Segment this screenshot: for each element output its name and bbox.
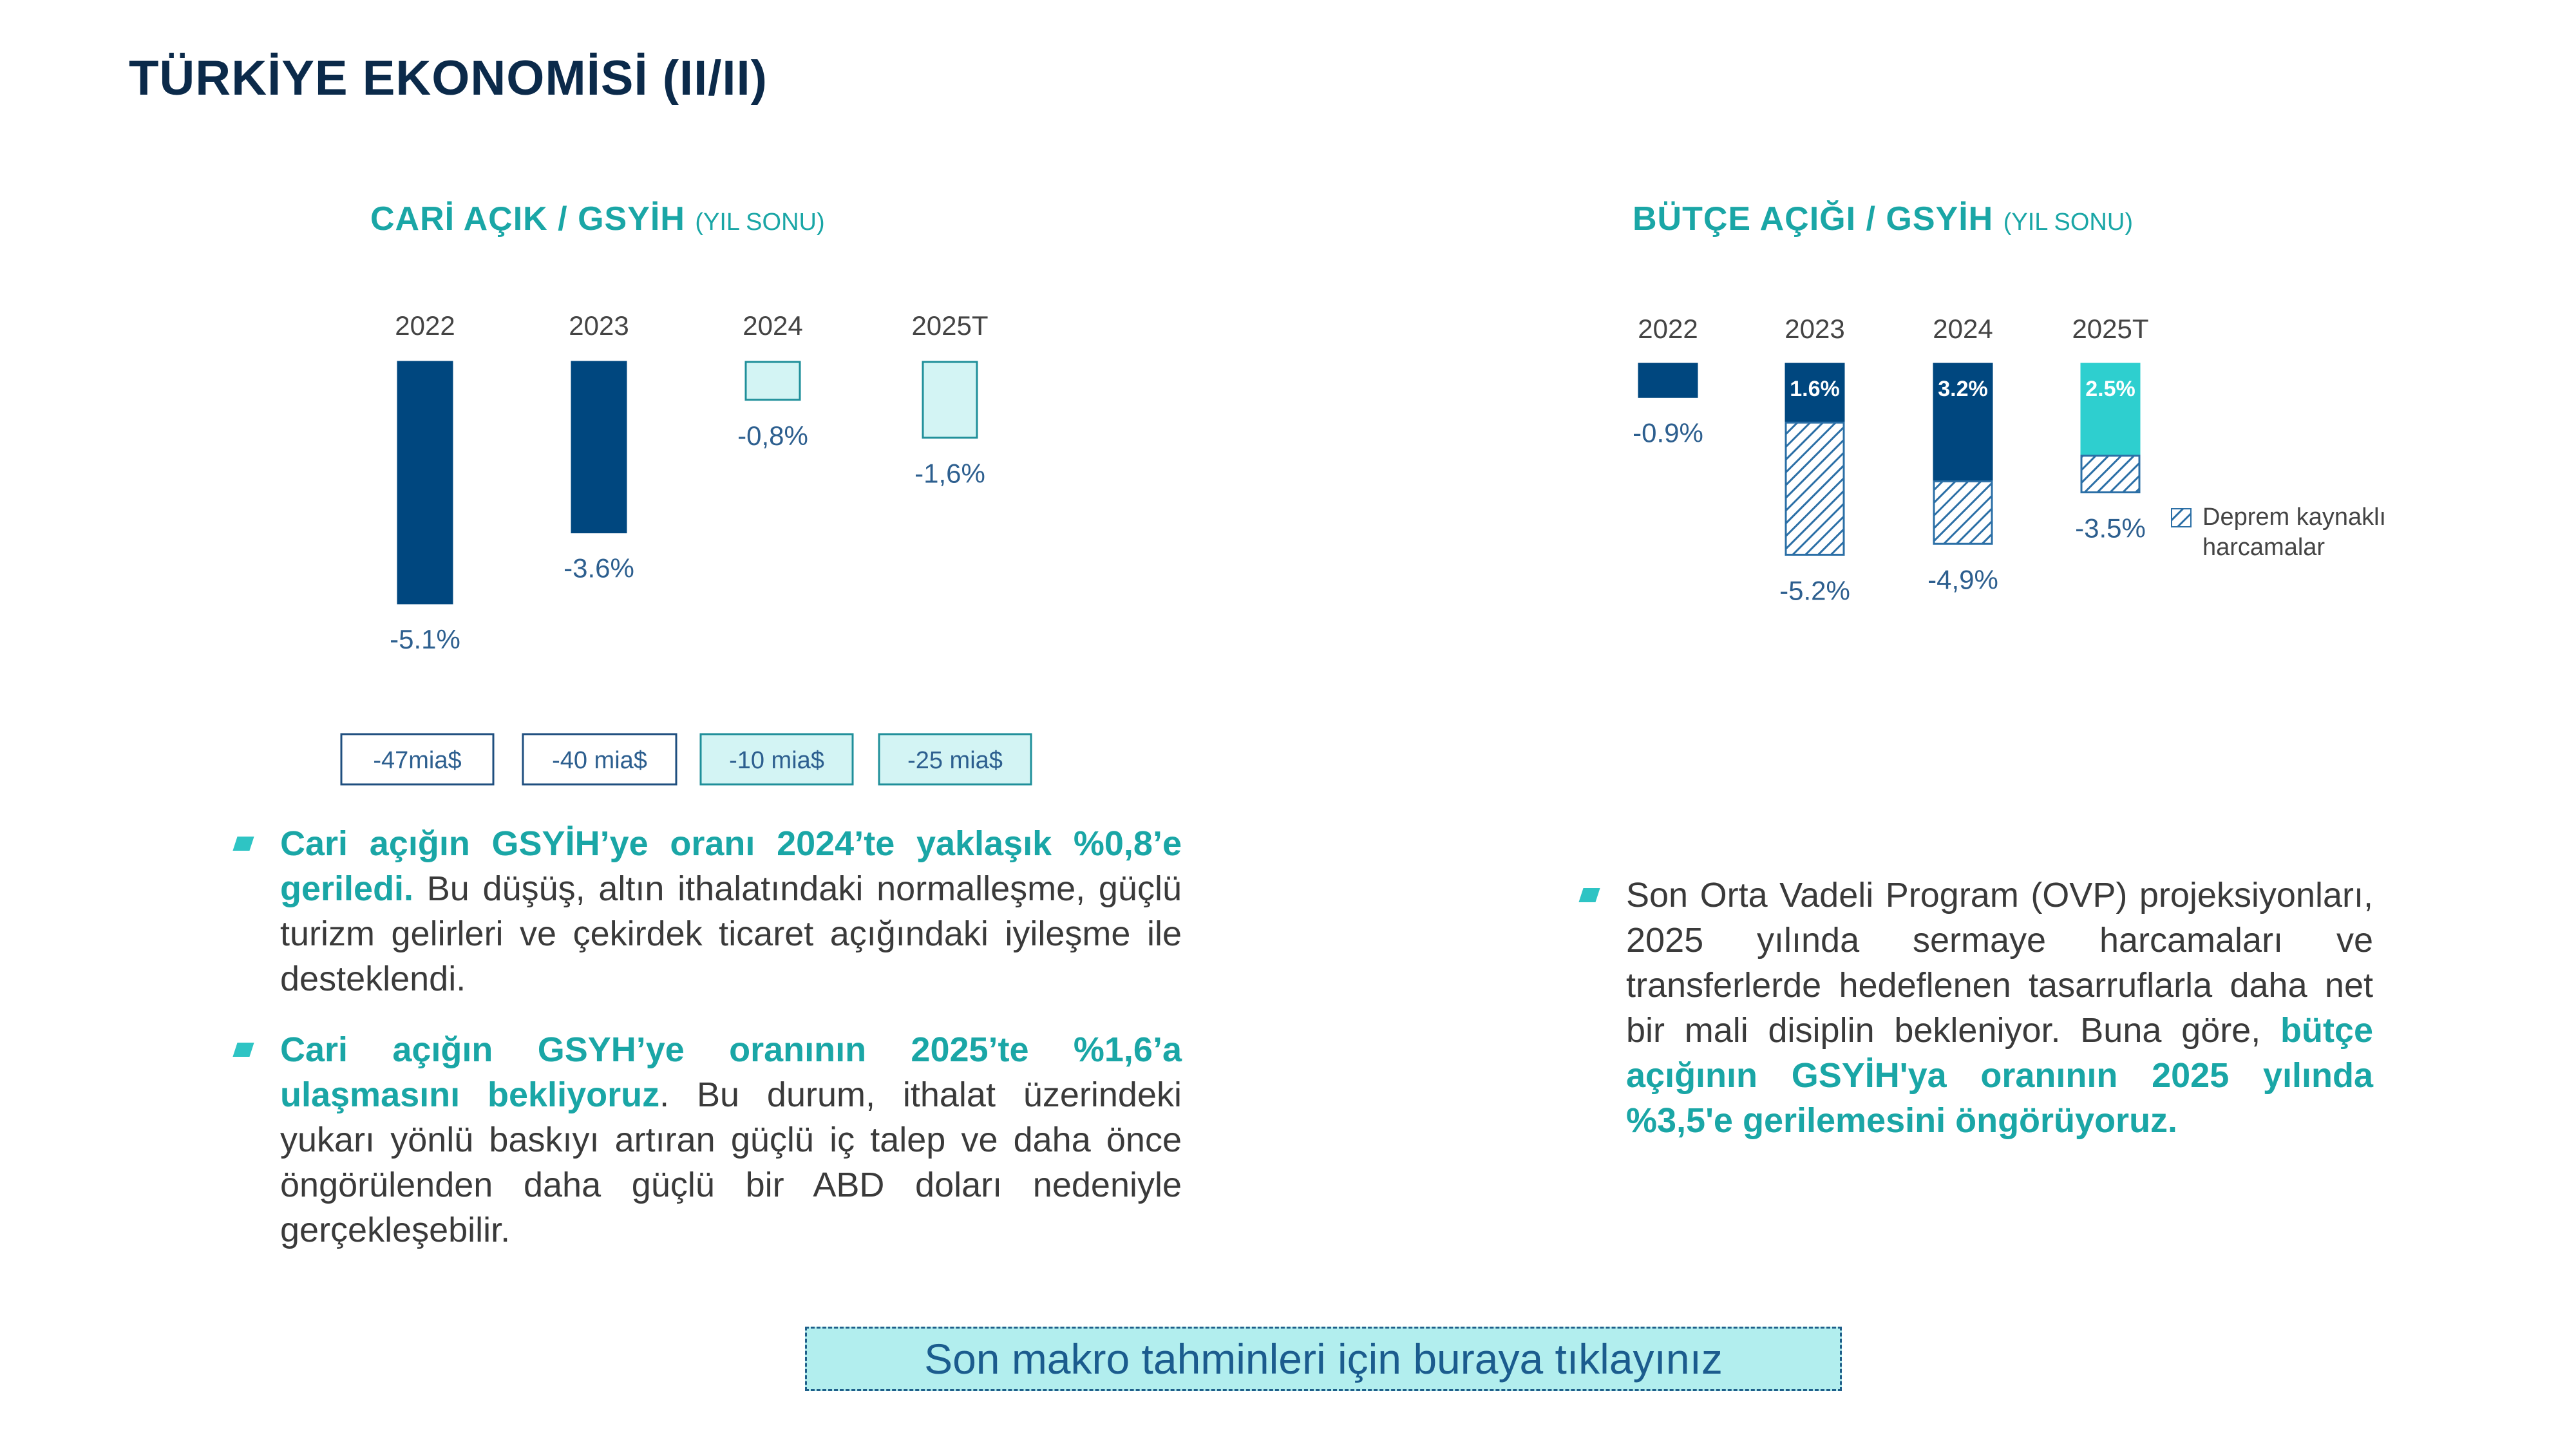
amount-box bbox=[878, 733, 1032, 786]
link-label: Son makro tahminleri için buraya tıklayı… bbox=[924, 1335, 1723, 1383]
charts-canvas: 2022 -5.1% -47mia$ 2023 -3.6% -40 mia$ 2024 -0,… bbox=[340, 310, 2386, 786]
legend-label: Deprem kaynaklı bbox=[2202, 504, 2386, 531]
inner-data-label: 1.6% bbox=[1790, 377, 1840, 401]
bar bbox=[1638, 363, 1698, 398]
chart-title-text: CARİ AÇIK / GSYİH bbox=[370, 200, 685, 238]
right-bullet-list: Son Orta Vadeli Program (OVP) projeksiyo… bbox=[1578, 873, 2373, 1169]
data-label: -0,8% bbox=[737, 421, 808, 451]
x-tick-label: 2023 bbox=[569, 310, 629, 341]
list-item: Cari açığın GSYH’ye oranının 2025’te %1,… bbox=[232, 1027, 1182, 1253]
macro-forecast-link[interactable]: Son makro tahminleri için buraya tıklayı… bbox=[805, 1327, 1842, 1391]
data-label: -1,6% bbox=[914, 459, 985, 489]
x-tick-label: 2022 bbox=[395, 310, 455, 341]
x-tick-label: 2023 bbox=[1785, 314, 1844, 344]
x-tick-label: 2022 bbox=[1638, 314, 1698, 344]
data-label: -5.2% bbox=[1779, 575, 1850, 605]
list-item: Cari açığın GSYİH’ye oranı 2024’te yakla… bbox=[232, 821, 1182, 1001]
inner-data-label: 3.2% bbox=[1938, 377, 1988, 401]
amount-label: -10 mia$ bbox=[729, 747, 824, 774]
bullet-bold-text: Cari açığın GSYİH’ye oranı 2024’te yakla… bbox=[280, 824, 1182, 908]
bullet-icon bbox=[232, 837, 254, 851]
legend-swatch bbox=[2171, 508, 2192, 527]
chart-subtitle: (YIL SONU) bbox=[2003, 209, 2133, 236]
bar bbox=[571, 361, 627, 534]
bullet-text: Son Orta Vadeli Program (OVP) projeksiyo… bbox=[1626, 876, 2373, 1050]
data-label: -3.5% bbox=[2075, 513, 2146, 544]
list-item: Son Orta Vadeli Program (OVP) projeksiyo… bbox=[1578, 873, 2373, 1143]
budget-deficit-chart-title: BÜTÇE AÇIĞI / GSYİH (YIL SONU) bbox=[1633, 200, 2133, 238]
earthquake-bar bbox=[1785, 421, 1845, 556]
amount-label: -40 mia$ bbox=[552, 747, 647, 774]
data-label: -5.1% bbox=[390, 624, 460, 654]
bar bbox=[744, 361, 801, 401]
amount-label: -47mia$ bbox=[373, 747, 461, 774]
amount-box bbox=[340, 733, 495, 786]
inner-data-label: 2.5% bbox=[2085, 377, 2136, 401]
current-account-bar-chart: 2022 -5.1% -47mia$ 2023 -3.6% -40 mia$ 2024 -0,… bbox=[340, 310, 1032, 786]
bullet-text: . Bu durum, ithalat üzerindeki yukarı yö… bbox=[280, 1075, 1182, 1249]
amount-box bbox=[699, 733, 854, 786]
bullet-text: Bu düşüş, altın ithalatındaki normalleşm… bbox=[280, 869, 1182, 998]
amount-box bbox=[522, 733, 677, 786]
chart-subtitle: (YIL SONU) bbox=[695, 209, 825, 236]
data-label: -4,9% bbox=[1927, 564, 1998, 594]
bar bbox=[397, 361, 453, 605]
data-label: -0.9% bbox=[1633, 417, 1703, 448]
current-account-chart-title: CARİ AÇIK / GSYİH (YIL SONU) bbox=[370, 200, 825, 238]
earthquake-bar bbox=[1933, 480, 1993, 545]
budget-deficit-bar-chart: 2022 -0.9% 2023 1.6% -5.2% 2024 3.2% -4,9% 2025T… bbox=[1633, 314, 2386, 605]
x-tick-label: 2025T bbox=[2072, 314, 2148, 344]
earthquake-bar bbox=[2080, 455, 2141, 493]
bullet-bold-text: Cari açığın GSYH’ye oranının 2025’te %1,… bbox=[280, 1030, 1182, 1114]
legend-label: harcamalar bbox=[2202, 534, 2325, 561]
left-bullet-list: Cari açığın GSYİH’ye oranı 2024’te yakla… bbox=[232, 821, 1182, 1278]
chart-title-text: BÜTÇE AÇIĞI / GSYİH bbox=[1633, 200, 1994, 238]
x-tick-label: 2024 bbox=[743, 310, 802, 341]
x-tick-label: 2025T bbox=[911, 310, 988, 341]
amount-label: -25 mia$ bbox=[907, 747, 1003, 774]
bullet-bold-text: bütçe açığının GSYİH'ya oranının 2025 yı… bbox=[1626, 1011, 2373, 1140]
page-title: TÜRKİYE EKONOMİSİ (II/II) bbox=[129, 51, 768, 106]
bullet-icon bbox=[232, 1043, 254, 1057]
bar bbox=[922, 361, 978, 439]
x-tick-label: 2024 bbox=[1933, 314, 1993, 344]
bullet-icon bbox=[1578, 888, 1600, 902]
data-label: -3.6% bbox=[564, 553, 634, 583]
